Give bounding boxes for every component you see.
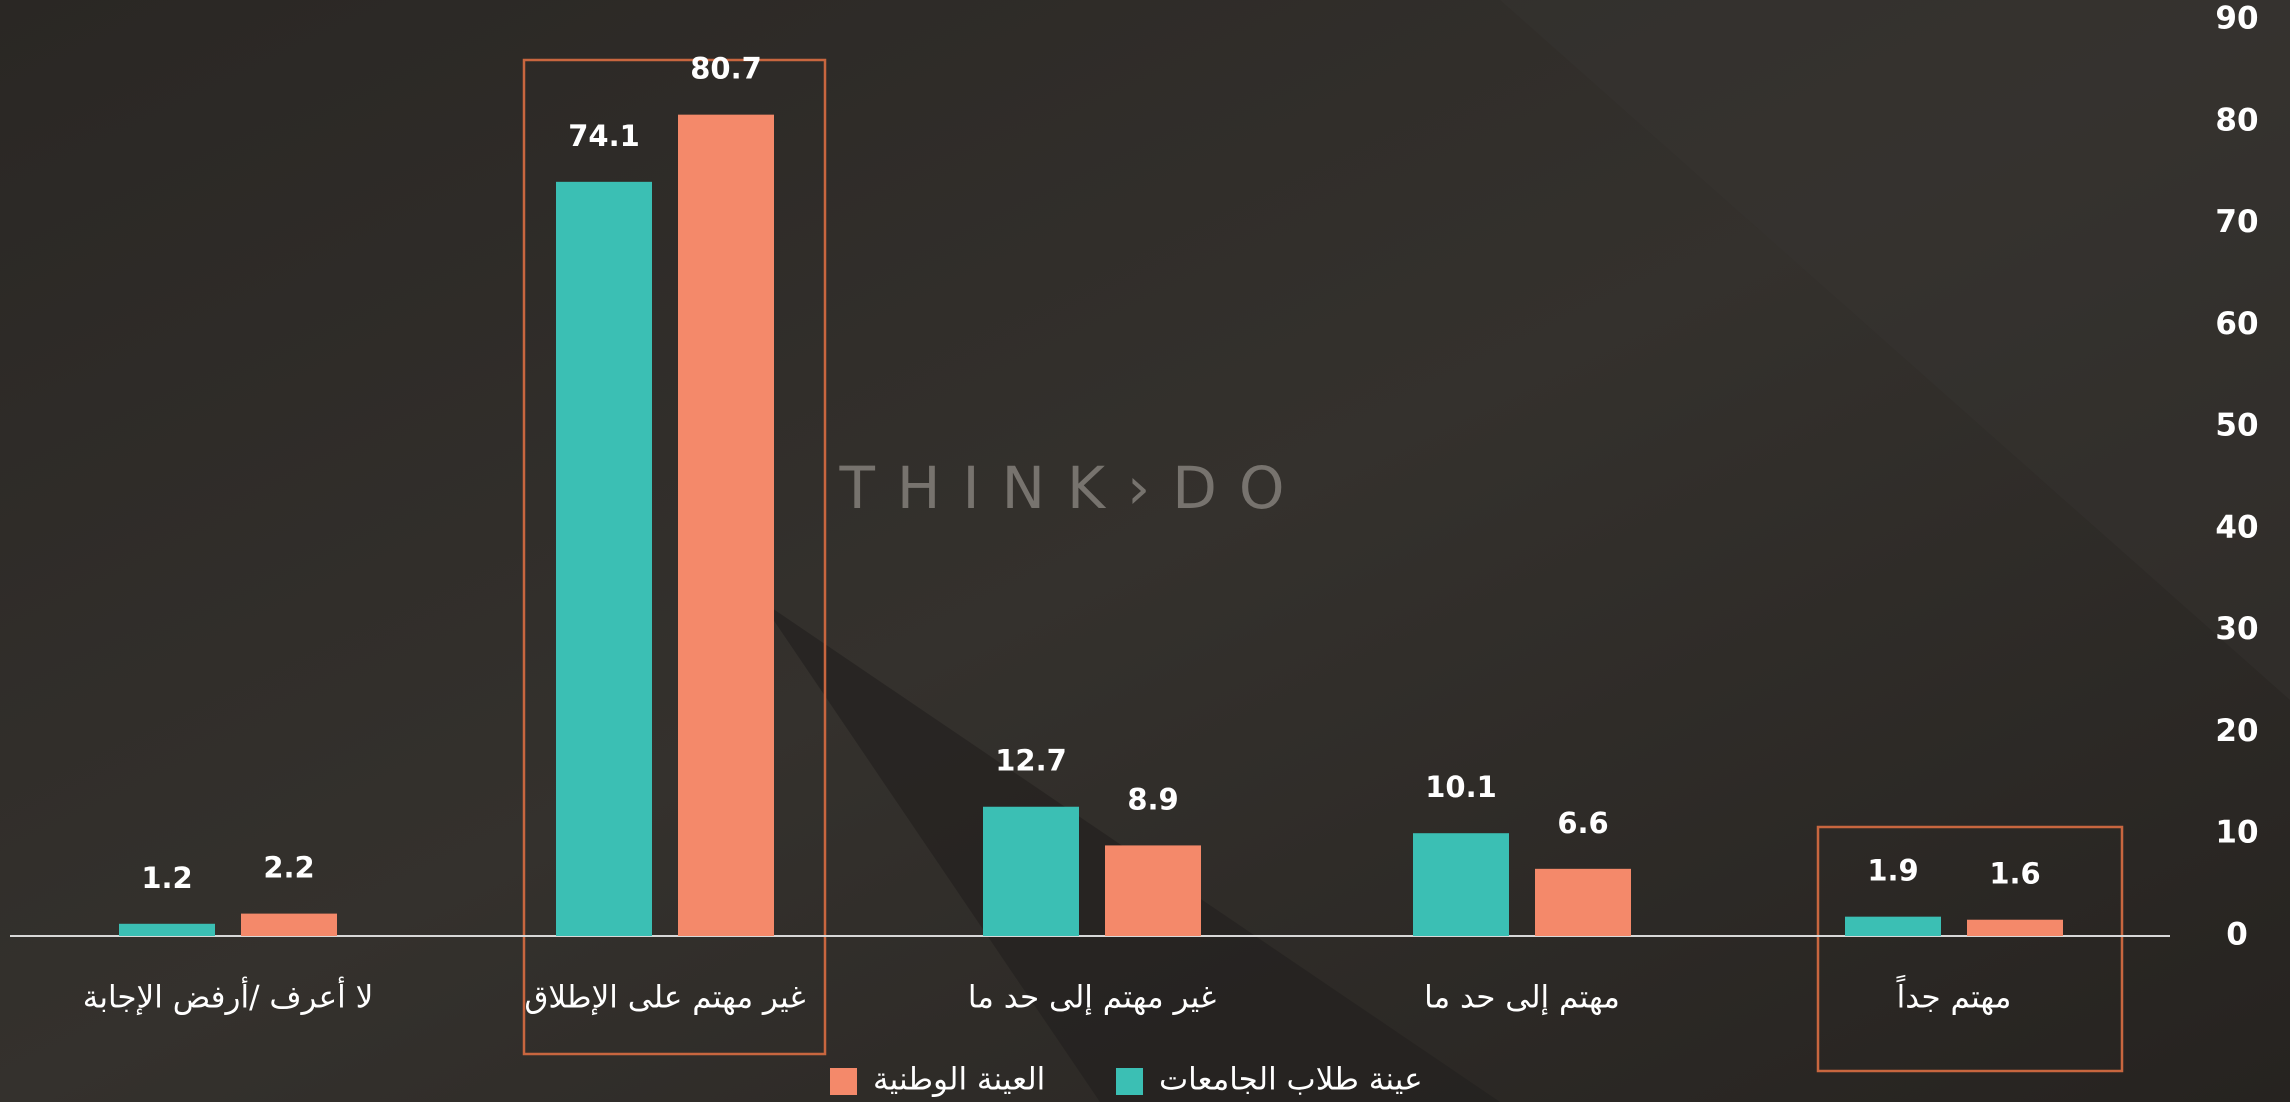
value-label: 1.9: [1867, 854, 1918, 888]
value-label: 10.1: [1425, 770, 1497, 804]
value-label: 1.2: [141, 861, 192, 895]
value-label: 74.1: [568, 119, 640, 153]
bar: [1105, 845, 1201, 936]
bar: [119, 923, 215, 936]
x-tick-label: غير مهتم على الإطلاق: [524, 980, 805, 1016]
highlight-box: [522, 58, 827, 1056]
y-tick-label: 10: [2215, 815, 2258, 851]
bar: [1535, 868, 1631, 936]
value-label: 1.6: [1989, 857, 2040, 891]
bg-shape: [1500, 0, 2290, 700]
y-tick-label: 20: [2215, 713, 2258, 749]
value-label: 80.7: [690, 52, 762, 86]
y-tick-label: 60: [2215, 306, 2258, 342]
value-label: 8.9: [1127, 782, 1178, 816]
bar: [678, 114, 774, 937]
x-tick-label: غير مهتم إلى حد ما: [968, 980, 1216, 1016]
value-label: 2.2: [263, 851, 314, 885]
x-tick-label: مهتم جداً: [1896, 975, 2011, 1016]
x-tick-label: مهتم إلى حد ما: [1424, 980, 1620, 1016]
bar: [1845, 916, 1941, 936]
value-label: 6.6: [1557, 806, 1608, 840]
legend-label: العينة الوطنية: [873, 1062, 1045, 1098]
watermark: THINK›DO: [838, 454, 1306, 522]
bar: [556, 181, 652, 936]
bar: [1413, 833, 1509, 936]
legend-label: عينة طلاب الجامعات: [1159, 1062, 1423, 1098]
y-tick-label: 50: [2215, 408, 2258, 444]
y-tick-label: 0: [2226, 917, 2248, 953]
value-label: 12.7: [995, 744, 1067, 778]
x-tick-label: لا أعرف /أرفض الإجابة: [83, 977, 374, 1016]
y-tick-label: 90: [2215, 1, 2258, 37]
legend-swatch: [1116, 1068, 1143, 1095]
legend-swatch: [830, 1068, 857, 1095]
y-tick-label: 40: [2215, 509, 2258, 545]
y-tick-label: 70: [2215, 204, 2258, 240]
y-tick-label: 80: [2215, 102, 2258, 138]
bar: [241, 913, 337, 936]
bar: [983, 806, 1079, 936]
y-tick-label: 30: [2215, 611, 2258, 647]
bar: [1967, 919, 2063, 936]
highlight-box: [1816, 825, 2124, 1073]
